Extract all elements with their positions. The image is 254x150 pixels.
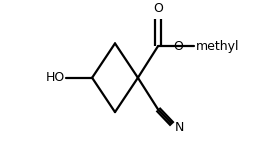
Text: O: O (173, 40, 183, 53)
Text: methyl: methyl (196, 40, 239, 53)
Text: N: N (174, 121, 184, 134)
Text: HO: HO (46, 71, 65, 84)
Text: O: O (153, 3, 163, 15)
